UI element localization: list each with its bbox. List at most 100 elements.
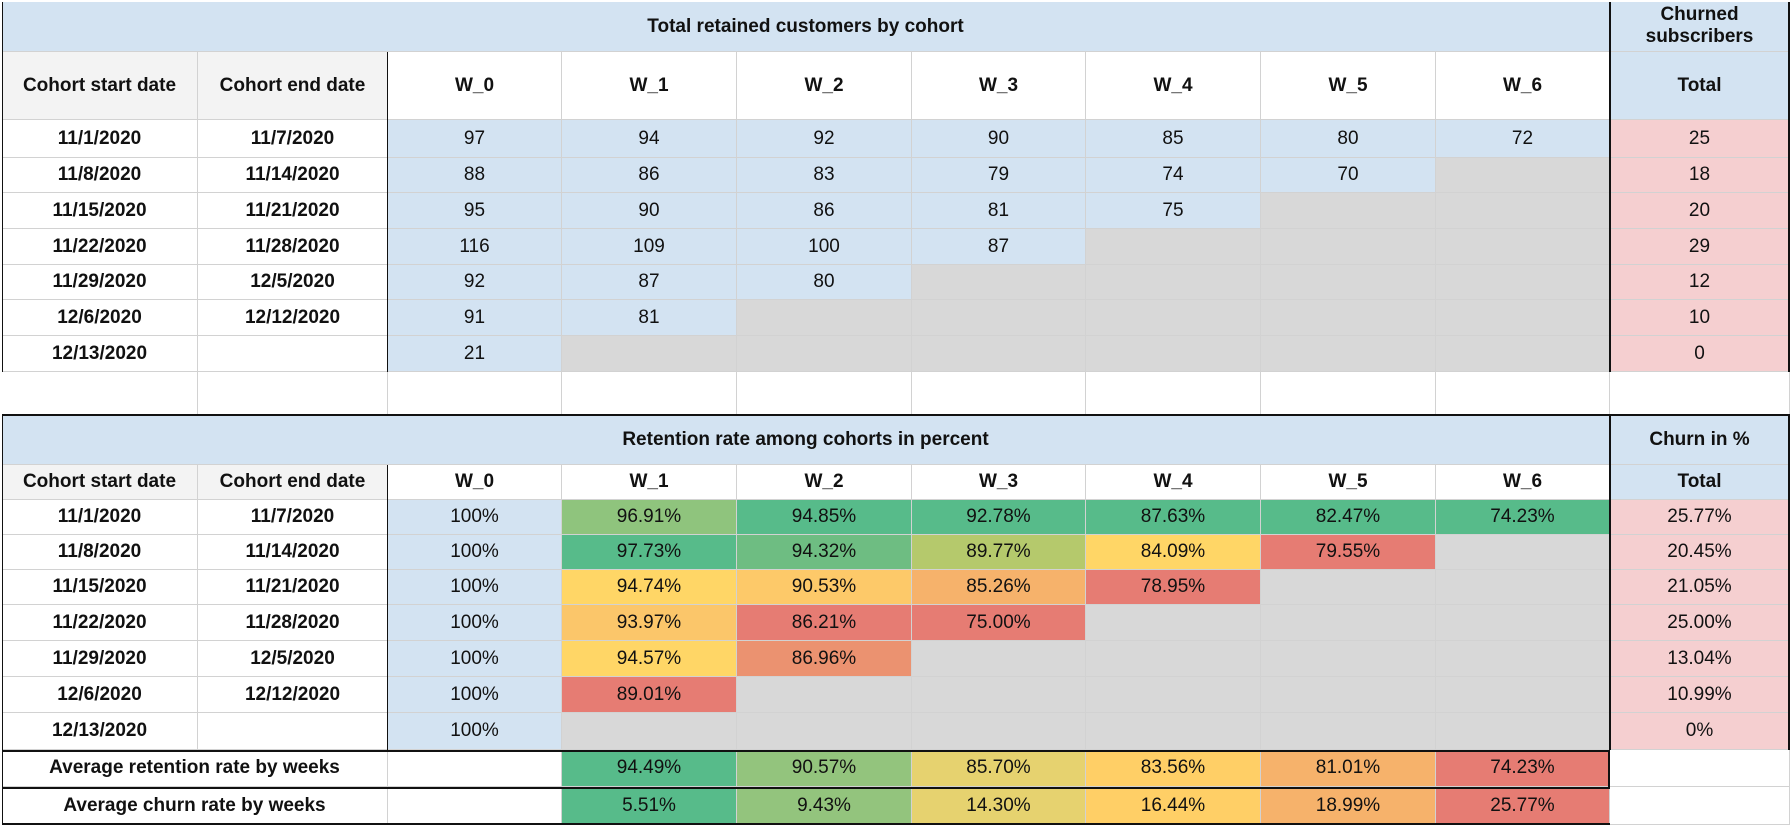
top-row-end[interactable]: [198, 336, 388, 372]
top-row-start[interactable]: 11/29/2020: [2, 265, 198, 300]
bottom-week-cell[interactable]: 100%: [388, 677, 562, 713]
top-row-total[interactable]: 10: [1610, 300, 1790, 336]
bottom-empty-cell[interactable]: [1086, 713, 1261, 750]
bottom-header-1[interactable]: Cohort end date: [198, 465, 388, 500]
avg-churn-cell[interactable]: 14.30%: [912, 787, 1086, 825]
bottom-row-start[interactable]: 11/29/2020: [2, 641, 198, 677]
bottom-empty-cell[interactable]: [1436, 605, 1610, 641]
bottom-empty-cell[interactable]: [1261, 641, 1436, 677]
bottom-week-cell[interactable]: 96.91%: [562, 500, 737, 535]
avg-churn-total[interactable]: [1610, 787, 1790, 825]
top-row-end[interactable]: 11/14/2020: [198, 158, 388, 193]
bottom-empty-cell[interactable]: [1436, 641, 1610, 677]
top-week-cell[interactable]: 100: [737, 229, 912, 265]
top-week-cell[interactable]: 91: [388, 300, 562, 336]
blank-cell[interactable]: [388, 372, 562, 416]
top-empty-cell[interactable]: [1436, 336, 1610, 372]
bottom-side-title[interactable]: Churn in %: [1610, 416, 1790, 465]
blank-cell[interactable]: [1086, 372, 1261, 416]
bottom-week-cell[interactable]: 85.26%: [912, 570, 1086, 605]
top-empty-cell[interactable]: [737, 336, 912, 372]
bottom-row-total[interactable]: 0%: [1610, 713, 1790, 750]
blank-cell[interactable]: [912, 372, 1086, 416]
bottom-empty-cell[interactable]: [1436, 535, 1610, 570]
bottom-week-cell[interactable]: 97.73%: [562, 535, 737, 570]
avg-retention-cell[interactable]: 74.23%: [1436, 750, 1610, 787]
bottom-row-end[interactable]: 11/21/2020: [198, 570, 388, 605]
top-empty-cell[interactable]: [737, 300, 912, 336]
top-week-cell[interactable]: 90: [912, 120, 1086, 158]
bottom-header-8[interactable]: W_6: [1436, 465, 1610, 500]
top-week-cell[interactable]: 86: [562, 158, 737, 193]
top-week-cell[interactable]: 75: [1086, 193, 1261, 229]
blank-cell[interactable]: [2, 372, 198, 416]
top-week-cell[interactable]: 88: [388, 158, 562, 193]
avg-churn-label[interactable]: Average churn rate by weeks: [2, 787, 388, 825]
bottom-row-start[interactable]: 11/8/2020: [2, 535, 198, 570]
bottom-week-cell[interactable]: 74.23%: [1436, 500, 1610, 535]
bottom-empty-cell[interactable]: [912, 713, 1086, 750]
bottom-row-end[interactable]: [198, 713, 388, 750]
top-header-7[interactable]: W_5: [1261, 52, 1436, 120]
bottom-row-start[interactable]: 12/6/2020: [2, 677, 198, 713]
top-row-end[interactable]: 12/12/2020: [198, 300, 388, 336]
top-empty-cell[interactable]: [912, 336, 1086, 372]
bottom-week-cell[interactable]: 94.57%: [562, 641, 737, 677]
top-header-1[interactable]: Cohort end date: [198, 52, 388, 120]
bottom-row-total[interactable]: 13.04%: [1610, 641, 1790, 677]
top-empty-cell[interactable]: [562, 336, 737, 372]
blank-cell[interactable]: [1261, 372, 1436, 416]
top-row-total[interactable]: 20: [1610, 193, 1790, 229]
top-row-start[interactable]: 11/8/2020: [2, 158, 198, 193]
bottom-week-cell[interactable]: 90.53%: [737, 570, 912, 605]
avg-retention-cell[interactable]: 85.70%: [912, 750, 1086, 787]
top-row-start[interactable]: 11/1/2020: [2, 120, 198, 158]
avg-retention-cell[interactable]: 94.49%: [562, 750, 737, 787]
top-row-total[interactable]: 25: [1610, 120, 1790, 158]
blank-cell[interactable]: [737, 372, 912, 416]
bottom-empty-cell[interactable]: [737, 713, 912, 750]
top-header-0[interactable]: Cohort start date: [2, 52, 198, 120]
top-header-9[interactable]: Total: [1610, 52, 1790, 120]
avg-churn-cell[interactable]: 5.51%: [562, 787, 737, 825]
top-empty-cell[interactable]: [1086, 229, 1261, 265]
bottom-week-cell[interactable]: 92.78%: [912, 500, 1086, 535]
bottom-week-cell[interactable]: 100%: [388, 713, 562, 750]
bottom-week-cell[interactable]: 78.95%: [1086, 570, 1261, 605]
bottom-row-total[interactable]: 21.05%: [1610, 570, 1790, 605]
top-row-total[interactable]: 12: [1610, 265, 1790, 300]
top-week-cell[interactable]: 72: [1436, 120, 1610, 158]
top-title[interactable]: Total retained customers by cohort: [2, 2, 1610, 52]
top-week-cell[interactable]: 92: [388, 265, 562, 300]
bottom-week-cell[interactable]: 100%: [388, 641, 562, 677]
top-row-total[interactable]: 29: [1610, 229, 1790, 265]
top-row-start[interactable]: 11/22/2020: [2, 229, 198, 265]
top-empty-cell[interactable]: [1261, 336, 1436, 372]
bottom-week-cell[interactable]: 89.77%: [912, 535, 1086, 570]
top-week-cell[interactable]: 81: [562, 300, 737, 336]
bottom-empty-cell[interactable]: [1261, 677, 1436, 713]
top-empty-cell[interactable]: [912, 265, 1086, 300]
bottom-header-6[interactable]: W_4: [1086, 465, 1261, 500]
top-empty-cell[interactable]: [1261, 193, 1436, 229]
top-empty-cell[interactable]: [1261, 300, 1436, 336]
avg-retention-total[interactable]: [1610, 750, 1790, 787]
top-week-cell[interactable]: 80: [1261, 120, 1436, 158]
bottom-empty-cell[interactable]: [912, 641, 1086, 677]
top-week-cell[interactable]: 81: [912, 193, 1086, 229]
top-header-6[interactable]: W_4: [1086, 52, 1261, 120]
bottom-row-total[interactable]: 25.00%: [1610, 605, 1790, 641]
top-row-start[interactable]: 11/15/2020: [2, 193, 198, 229]
top-empty-cell[interactable]: [1086, 336, 1261, 372]
bottom-week-cell[interactable]: 89.01%: [562, 677, 737, 713]
bottom-empty-cell[interactable]: [1086, 677, 1261, 713]
bottom-header-2[interactable]: W_0: [388, 465, 562, 500]
top-week-cell[interactable]: 21: [388, 336, 562, 372]
avg-retention-cell[interactable]: 81.01%: [1261, 750, 1436, 787]
avg-retention-cell[interactable]: 83.56%: [1086, 750, 1261, 787]
top-week-cell[interactable]: 87: [912, 229, 1086, 265]
bottom-week-cell[interactable]: 82.47%: [1261, 500, 1436, 535]
bottom-header-0[interactable]: Cohort start date: [2, 465, 198, 500]
bottom-week-cell[interactable]: 100%: [388, 605, 562, 641]
top-side-title[interactable]: Churned subscribers: [1610, 2, 1790, 52]
